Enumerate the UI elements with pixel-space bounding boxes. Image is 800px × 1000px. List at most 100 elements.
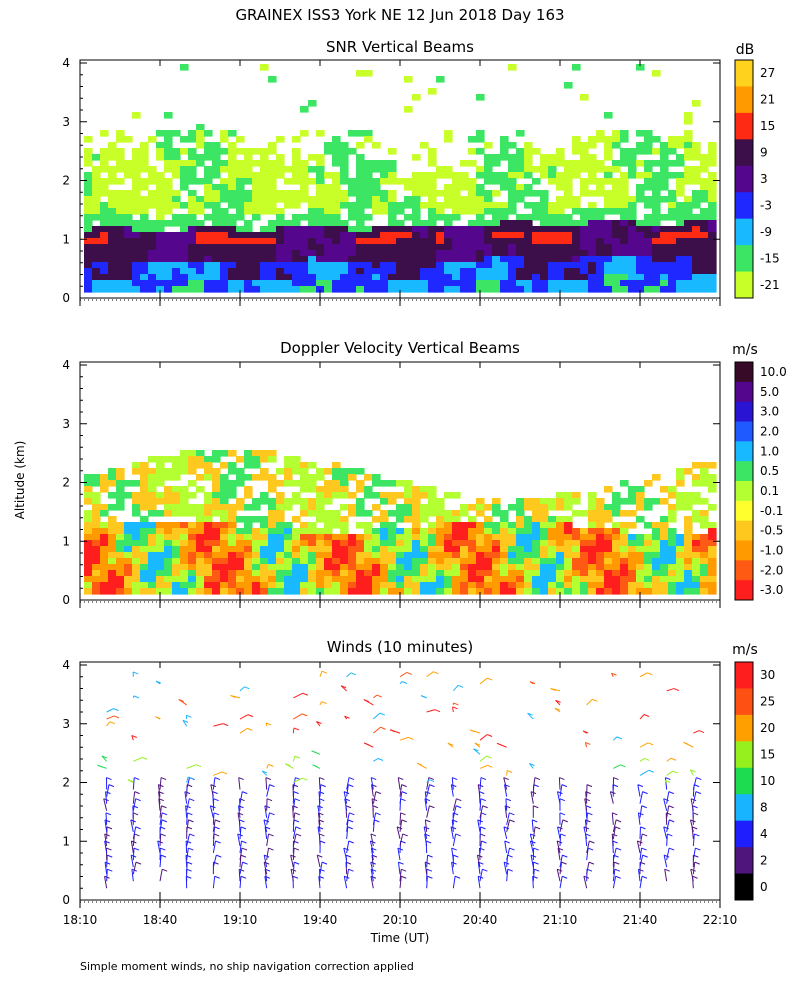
snr-cell bbox=[620, 208, 629, 215]
snr-cell bbox=[348, 148, 357, 155]
wind-barb bbox=[477, 819, 481, 832]
snr-cell bbox=[436, 76, 445, 83]
doppler-cell bbox=[156, 492, 165, 499]
snr-cell bbox=[252, 250, 261, 257]
wind-barb bbox=[666, 819, 670, 832]
snr-cell bbox=[132, 256, 141, 263]
doppler-cell bbox=[532, 570, 541, 577]
snr-cell bbox=[428, 244, 437, 251]
snr-cell bbox=[156, 196, 165, 203]
doppler-cell bbox=[460, 510, 469, 517]
snr-cell bbox=[396, 202, 405, 209]
snr-cell bbox=[212, 154, 221, 161]
snr-cell bbox=[676, 268, 685, 275]
snr-cell bbox=[564, 280, 573, 287]
snr-cell bbox=[540, 238, 549, 245]
snr-cell bbox=[220, 136, 229, 143]
doppler-cell bbox=[588, 510, 597, 517]
snr-cell bbox=[188, 268, 197, 275]
doppler-cell bbox=[124, 522, 133, 529]
doppler-cell bbox=[260, 456, 269, 463]
wind-barb bbox=[451, 819, 454, 832]
wind-barb-flag bbox=[400, 798, 406, 802]
snr-cell bbox=[404, 250, 413, 257]
wind-barb bbox=[346, 819, 349, 832]
doppler-cell bbox=[556, 516, 565, 523]
snr-cell bbox=[708, 220, 717, 227]
doppler-cell bbox=[292, 456, 301, 463]
doppler-cell bbox=[444, 552, 453, 559]
snr-cell bbox=[676, 256, 685, 263]
snr-cell bbox=[116, 286, 125, 293]
snr-cell bbox=[188, 238, 197, 245]
wind-barb bbox=[186, 777, 191, 790]
snr-cell bbox=[636, 268, 645, 275]
snr-cell bbox=[556, 274, 565, 281]
doppler-cell bbox=[580, 546, 589, 553]
doppler-cell bbox=[332, 546, 341, 553]
wind-barb bbox=[479, 826, 482, 839]
wind-barb-flag bbox=[586, 784, 593, 788]
snr-cell bbox=[300, 130, 309, 137]
snr-cell bbox=[548, 286, 557, 293]
snr-cell bbox=[516, 268, 525, 275]
snr-cell bbox=[356, 268, 365, 275]
snr-cell bbox=[92, 214, 101, 221]
doppler-cell bbox=[516, 546, 525, 553]
snr-cell bbox=[132, 244, 141, 251]
snr-cell bbox=[612, 130, 621, 137]
snr-cell bbox=[620, 238, 629, 245]
wind-barb-flag bbox=[241, 847, 248, 851]
snr-cell bbox=[588, 250, 597, 257]
wind-barb bbox=[639, 847, 643, 861]
snr-cell bbox=[356, 154, 365, 161]
doppler-cell bbox=[428, 564, 437, 571]
doppler-cell bbox=[508, 534, 517, 541]
snr-cell bbox=[332, 214, 341, 221]
doppler-cell bbox=[220, 588, 229, 595]
wind-barb-flag bbox=[348, 777, 355, 781]
snr-cell bbox=[508, 142, 517, 149]
snr-cell bbox=[548, 250, 557, 257]
snr-cell bbox=[540, 280, 549, 287]
snr-cell bbox=[124, 220, 133, 227]
snr-cell bbox=[564, 214, 573, 221]
wind-barb-flag bbox=[104, 861, 111, 865]
doppler-cell bbox=[124, 588, 133, 595]
doppler-cell bbox=[500, 528, 509, 535]
snr-cell bbox=[588, 238, 597, 245]
snr-cell bbox=[636, 238, 645, 245]
wind-barb-flag bbox=[263, 861, 270, 865]
wind-barb-flag bbox=[293, 847, 300, 851]
doppler-cell bbox=[460, 534, 469, 541]
wind-barb bbox=[318, 791, 321, 804]
snr-cell bbox=[588, 274, 597, 281]
snr-cell bbox=[660, 280, 669, 287]
snr-cell bbox=[356, 196, 365, 203]
doppler-cell bbox=[476, 528, 485, 535]
doppler-cell bbox=[524, 564, 533, 571]
snr-cell bbox=[276, 172, 285, 179]
doppler-cell bbox=[548, 570, 557, 577]
snr-cell bbox=[188, 154, 197, 161]
doppler-cell bbox=[308, 498, 317, 505]
snr-cell bbox=[212, 238, 221, 245]
snr-cell bbox=[628, 172, 637, 179]
snr-cell bbox=[204, 268, 213, 275]
snr-cell bbox=[188, 160, 197, 167]
doppler-cell bbox=[100, 522, 109, 529]
wind-barb bbox=[637, 812, 641, 825]
doppler-cell bbox=[252, 558, 261, 565]
doppler-cell bbox=[252, 516, 261, 523]
snr-cell bbox=[444, 262, 453, 269]
doppler-cell bbox=[84, 558, 93, 565]
snr-cell bbox=[636, 244, 645, 251]
doppler-cell bbox=[108, 588, 117, 595]
doppler-cell bbox=[636, 576, 645, 583]
snr-cell bbox=[204, 256, 213, 263]
snr-cell bbox=[188, 136, 197, 143]
doppler-cell bbox=[388, 498, 397, 505]
doppler-cell bbox=[548, 528, 557, 535]
winds-colorbar-swatch bbox=[735, 741, 753, 769]
snr-cell bbox=[332, 190, 341, 197]
